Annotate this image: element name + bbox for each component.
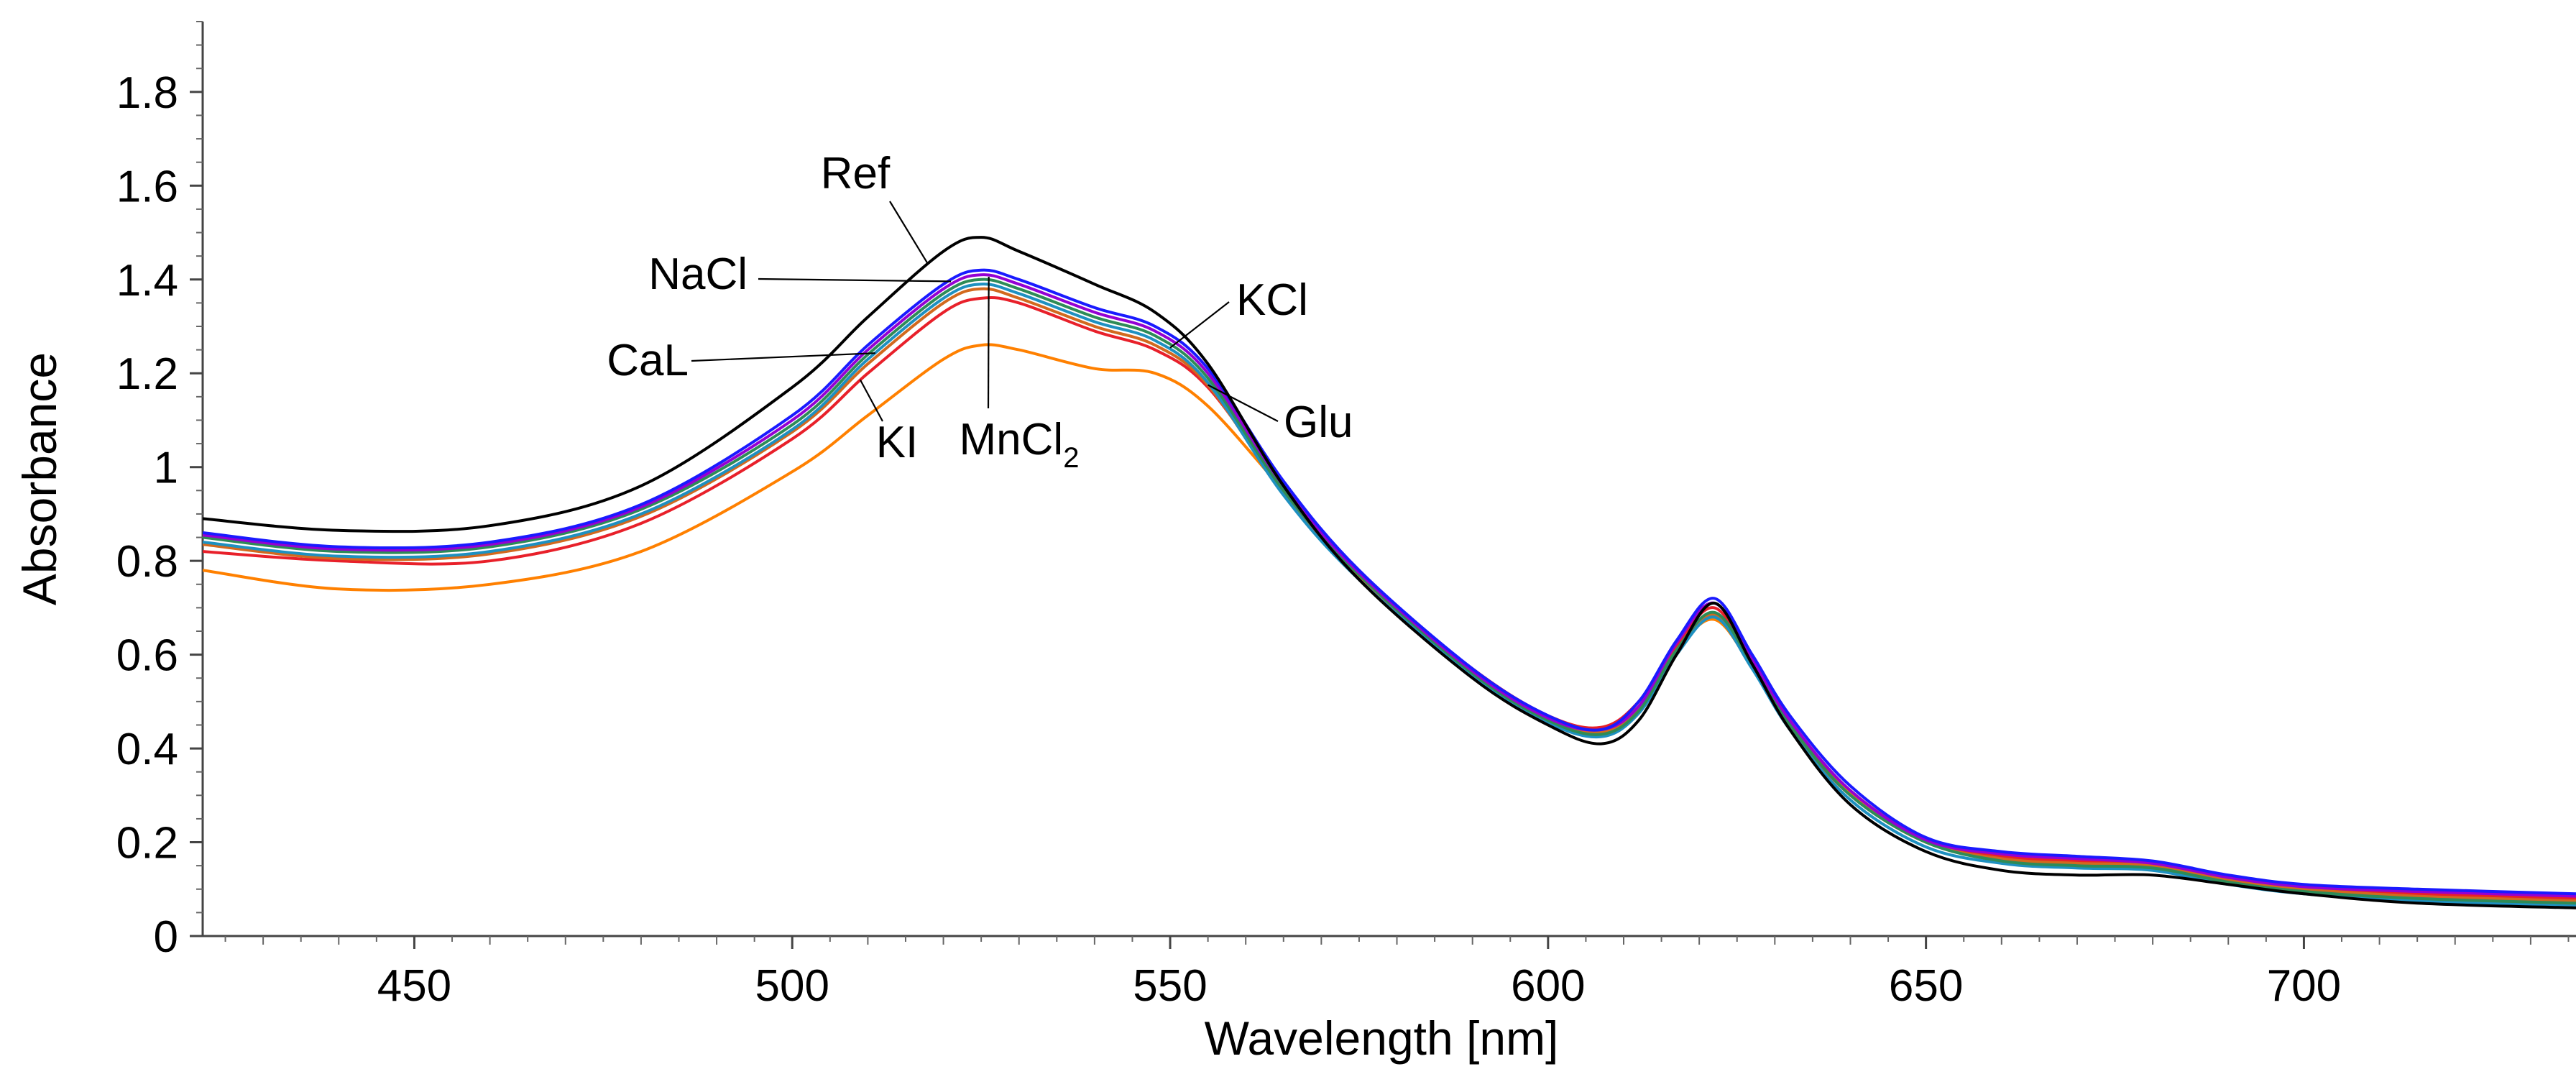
series-line-glu xyxy=(203,287,2576,903)
annotation-text: KI xyxy=(876,418,919,467)
annotation-leader-kcl xyxy=(1169,301,1230,349)
annotation-label-glu: Glu xyxy=(1284,398,1353,447)
y-tick-label: 0.8 xyxy=(116,537,178,587)
annotation-text: Glu xyxy=(1284,398,1353,447)
annotation-leader-mncl2 xyxy=(987,276,990,409)
annotation-label-nacl: NaCl xyxy=(648,249,748,299)
series-annotations: Ref NaCl CaL KI MnCl2 KCl Glu xyxy=(607,149,1353,474)
y-tick-label: 0.2 xyxy=(116,819,178,868)
series-line-orange xyxy=(203,343,2576,903)
annotation-leader-glu xyxy=(1208,384,1279,422)
x-tick-label: 500 xyxy=(755,961,829,1011)
annotation-label-ki: KI xyxy=(876,418,919,467)
y-axis-title: Absorbance xyxy=(13,352,66,605)
y-tick-label: 1.6 xyxy=(116,162,178,211)
annotation-label-mncl2: MnCl2 xyxy=(960,415,1080,474)
annotation-text: MnCl xyxy=(960,415,1064,464)
series-line-mncl2 xyxy=(203,273,2576,898)
x-tick-label: 450 xyxy=(377,961,451,1011)
annotation-label-cal: CaL xyxy=(607,336,689,385)
y-tick-label: 1.4 xyxy=(116,256,178,306)
x-axis-title: Wavelength [nm] xyxy=(1205,1012,1559,1065)
annotation-subscript: 2 xyxy=(1063,442,1079,474)
series-line-cal xyxy=(203,283,2576,907)
series-line-ref xyxy=(203,236,2576,909)
annotation-leader-ref xyxy=(889,201,929,265)
x-tick-label: 600 xyxy=(1511,961,1585,1011)
annotation-leader-ki xyxy=(859,379,883,422)
series-line-nacl xyxy=(203,268,2576,896)
annotation-label-ref: Ref xyxy=(821,149,891,198)
series-lines xyxy=(203,236,2576,909)
y-axis-ticks: 0 0.2 0.4 0.6 0.8 1 1.2 1.4 1.6 1.8 xyxy=(116,21,203,962)
annotation-text: Ref xyxy=(821,149,891,198)
x-tick-label: 650 xyxy=(1889,961,1963,1011)
y-tick-label: 1.8 xyxy=(116,68,178,118)
y-tick-label: 1 xyxy=(154,444,178,493)
annotation-label-kcl: KCl xyxy=(1236,275,1308,325)
y-tick-label: 0.4 xyxy=(116,725,178,774)
x-tick-label: 700 xyxy=(2267,961,2341,1011)
annotation-text: NaCl xyxy=(648,249,748,299)
annotation-leader-nacl xyxy=(758,278,952,283)
y-tick-label: 1.2 xyxy=(116,349,178,399)
x-axis-ticks: 450 500 550 600 650 700 xyxy=(224,936,2570,1011)
annotation-text: KCl xyxy=(1236,275,1308,325)
series-line-kcl xyxy=(203,278,2576,905)
y-tick-label: 0 xyxy=(154,912,178,962)
annotation-text: CaL xyxy=(607,336,689,385)
annotation-leader-cal xyxy=(691,352,875,362)
x-tick-label: 550 xyxy=(1133,961,1207,1011)
y-tick-label: 0.6 xyxy=(116,631,178,681)
